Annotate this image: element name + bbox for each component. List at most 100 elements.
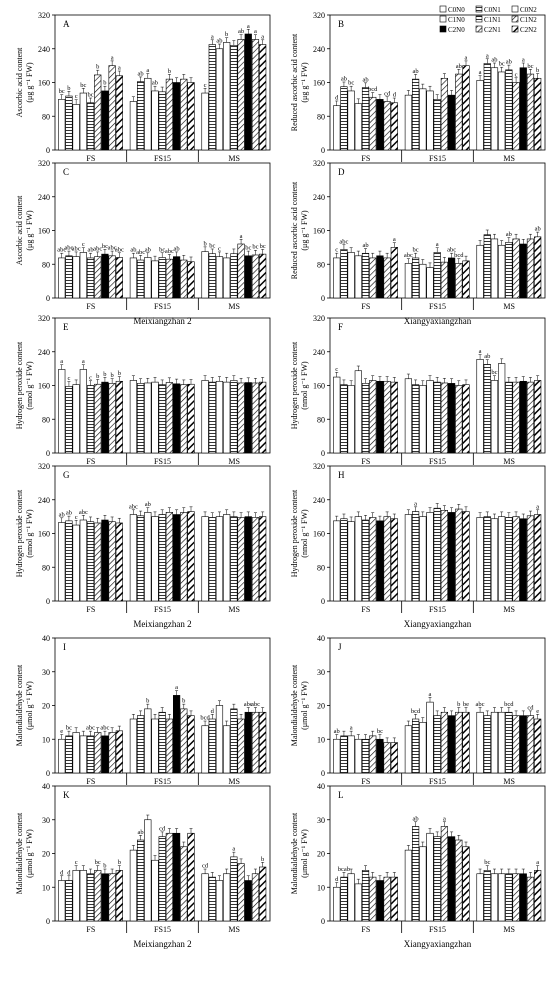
bar xyxy=(447,257,456,299)
bar xyxy=(498,516,506,602)
bar xyxy=(151,90,159,151)
significance-letter: bcd xyxy=(200,715,210,722)
bar xyxy=(433,252,441,299)
y-tick-label: 160 xyxy=(313,382,325,391)
y-tick-label: 160 xyxy=(38,530,50,539)
legend-label: C2N2 xyxy=(520,26,537,34)
bar xyxy=(411,257,420,299)
y-tick-label: 80 xyxy=(42,563,50,572)
significance-letter: ab xyxy=(238,28,244,35)
bar xyxy=(404,514,413,602)
significance-letter: b xyxy=(111,372,114,379)
y-axis-unit: (μmol g⁻¹ FW) xyxy=(25,829,34,878)
panel-D: 0 80 160 240 320 D Reduced ascorbic acid conte… xyxy=(290,159,546,311)
bar xyxy=(158,384,166,454)
bar xyxy=(215,705,224,774)
y-axis-unit: (μmol g⁻¹ FW) xyxy=(300,681,309,730)
bar xyxy=(251,382,260,454)
bar xyxy=(490,518,499,602)
significance-letter: bc xyxy=(499,61,505,68)
bar xyxy=(101,253,109,299)
significance-letter: d xyxy=(393,92,397,99)
bar xyxy=(354,883,362,922)
y-axis-unit: (μg g⁻¹ FW) xyxy=(300,62,309,103)
bar xyxy=(58,99,66,151)
bar xyxy=(201,725,209,774)
bar xyxy=(462,260,470,299)
category-label: FS xyxy=(86,457,95,466)
bar xyxy=(447,836,456,922)
bar xyxy=(440,826,449,922)
category-label: MS xyxy=(228,154,240,163)
bar xyxy=(404,849,413,922)
significance-letter: cd xyxy=(202,863,209,870)
category-label: MS xyxy=(503,457,515,466)
bar xyxy=(244,880,252,922)
legend-label: C0N0 xyxy=(448,6,465,14)
bar xyxy=(490,711,499,774)
significance-letter: a xyxy=(443,815,446,822)
bar xyxy=(165,512,174,602)
bar xyxy=(208,718,216,774)
bar xyxy=(534,236,542,299)
bar xyxy=(129,514,138,602)
bar xyxy=(144,819,152,922)
bar xyxy=(115,75,123,151)
bar xyxy=(376,738,384,774)
significance-letter: a xyxy=(211,33,214,40)
significance-letter: abc xyxy=(447,247,456,254)
bar xyxy=(86,521,95,602)
panel-letter: C xyxy=(63,167,69,177)
significance-letter: a xyxy=(60,358,63,365)
bar xyxy=(483,364,491,454)
bar xyxy=(483,516,491,602)
category-label: FS15 xyxy=(154,605,171,614)
panel-letter: L xyxy=(338,790,344,800)
significance-letter: d xyxy=(60,869,64,876)
significance-letter: bc xyxy=(87,92,93,99)
bar xyxy=(79,252,87,299)
category-label: FS15 xyxy=(154,302,171,311)
significance-letter: abc xyxy=(404,252,413,259)
y-axis-label: Malondialdehyde content xyxy=(290,664,299,746)
bar xyxy=(94,74,102,151)
significance-letter: bcab xyxy=(338,866,350,873)
bar xyxy=(237,517,245,602)
y-tick-label: 240 xyxy=(313,193,325,202)
significance-letter: abc xyxy=(64,245,73,252)
significance-letter: a xyxy=(118,65,121,72)
y-axis-label: Ascorbic acid content xyxy=(15,47,24,118)
bar xyxy=(180,846,188,922)
category-label: MS xyxy=(228,457,240,466)
bar xyxy=(58,257,66,299)
bar xyxy=(526,381,535,454)
legend-swatch xyxy=(475,5,483,13)
significance-letter: c xyxy=(67,375,70,382)
significance-letter: ab xyxy=(216,38,222,45)
bar xyxy=(361,252,370,299)
bar xyxy=(108,873,116,922)
y-tick-label: 160 xyxy=(313,79,325,88)
bar xyxy=(244,711,252,774)
bar xyxy=(411,384,420,454)
y-tick-label: 20 xyxy=(42,702,50,711)
bar xyxy=(158,257,166,299)
bar xyxy=(483,234,491,299)
legend-item: C2N2 xyxy=(511,25,537,34)
bar xyxy=(433,715,441,774)
bar xyxy=(369,380,377,454)
y-tick-label: 160 xyxy=(38,227,50,236)
bar xyxy=(137,259,145,299)
bar xyxy=(476,359,484,454)
significance-letter: a xyxy=(436,241,439,248)
bar xyxy=(519,873,527,922)
y-axis-label: Malondialdehyde content xyxy=(290,812,299,894)
cultivar-label: Xiangyaxiangzhan xyxy=(404,939,472,949)
bar xyxy=(447,715,456,774)
bar xyxy=(340,518,348,602)
y-tick-label: 0 xyxy=(321,146,325,155)
category-label: MS xyxy=(503,302,515,311)
bar xyxy=(440,509,449,602)
bar xyxy=(390,102,398,151)
